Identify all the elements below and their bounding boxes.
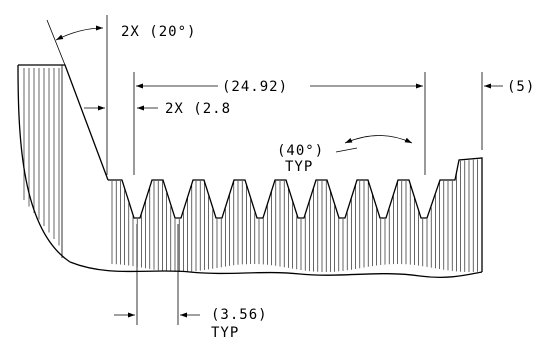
left-bevel-plate [17, 64, 109, 263]
flank-angle-dimension [46, 15, 108, 175]
root-width-label: 2X (2.8 [165, 101, 231, 117]
end-length-dimension [481, 72, 503, 150]
pitch-dimension [114, 224, 200, 325]
overall-length-dimension [133, 72, 426, 175]
flank-angle-label: 2X (20°) [121, 24, 196, 40]
overall-length-label: (24.92) [222, 79, 288, 95]
part-hatching [23, 68, 478, 272]
pitch-typ-label: TYP [211, 325, 239, 341]
thread-profile [108, 157, 483, 272]
pitch-label: (3.56) [211, 307, 268, 323]
end-length-label: (5) [507, 79, 535, 95]
thread-angle-label: (40°) [277, 143, 324, 159]
thread-angle-typ-label: TYP [285, 159, 313, 175]
break-line [69, 261, 483, 278]
thread-angle-dimension [335, 135, 413, 153]
